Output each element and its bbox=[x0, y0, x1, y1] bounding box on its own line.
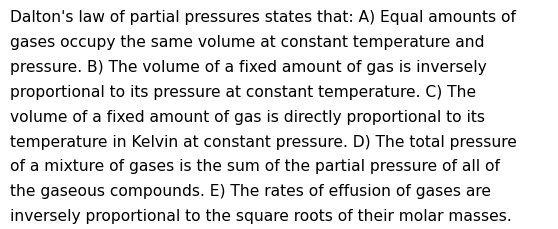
Text: of a mixture of gases is the sum of the partial pressure of all of: of a mixture of gases is the sum of the … bbox=[10, 159, 500, 174]
Text: temperature in Kelvin at constant pressure. D) The total pressure: temperature in Kelvin at constant pressu… bbox=[10, 134, 517, 149]
Text: proportional to its pressure at constant temperature. C) The: proportional to its pressure at constant… bbox=[10, 85, 476, 99]
Text: the gaseous compounds. E) The rates of effusion of gases are: the gaseous compounds. E) The rates of e… bbox=[10, 183, 491, 198]
Text: inversely proportional to the square roots of their molar masses.: inversely proportional to the square roo… bbox=[10, 208, 512, 223]
Text: Dalton's law of partial pressures states that: A) Equal amounts of: Dalton's law of partial pressures states… bbox=[10, 10, 516, 25]
Text: volume of a fixed amount of gas is directly proportional to its: volume of a fixed amount of gas is direc… bbox=[10, 109, 485, 124]
Text: pressure. B) The volume of a fixed amount of gas is inversely: pressure. B) The volume of a fixed amoun… bbox=[10, 60, 487, 75]
Text: gases occupy the same volume at constant temperature and: gases occupy the same volume at constant… bbox=[10, 35, 484, 50]
